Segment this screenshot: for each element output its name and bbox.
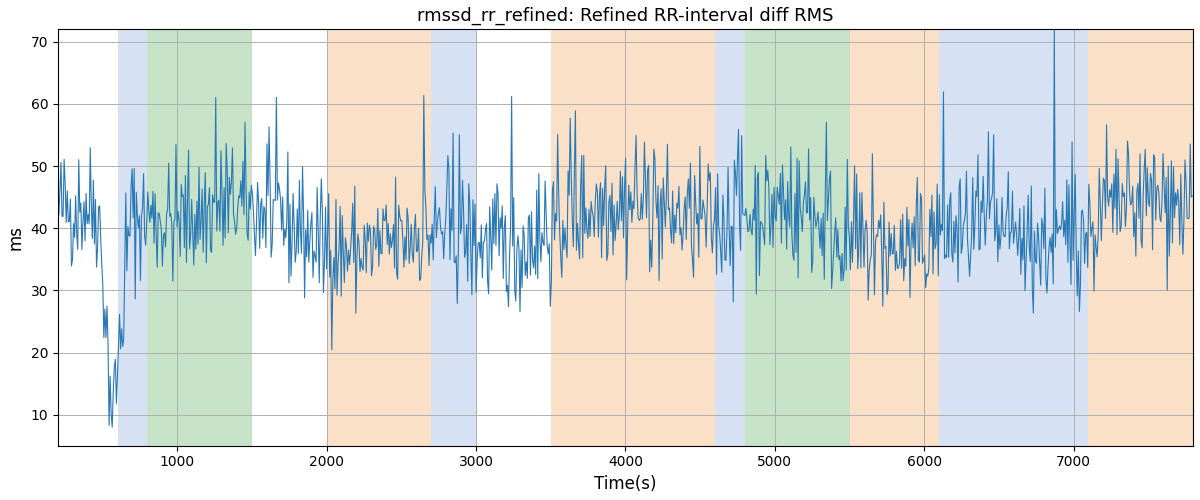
Bar <box>1088 30 1193 446</box>
Bar <box>940 30 1088 446</box>
Bar <box>551 30 715 446</box>
X-axis label: Time(s): Time(s) <box>594 475 656 493</box>
Bar <box>148 30 252 446</box>
Bar <box>745 30 850 446</box>
Bar <box>850 30 940 446</box>
Bar <box>326 30 431 446</box>
Bar <box>715 30 745 446</box>
Y-axis label: ms: ms <box>7 225 25 250</box>
Title: rmssd_rr_refined: Refined RR-interval diff RMS: rmssd_rr_refined: Refined RR-interval di… <box>418 7 834 25</box>
Bar <box>118 30 148 446</box>
Bar <box>431 30 476 446</box>
